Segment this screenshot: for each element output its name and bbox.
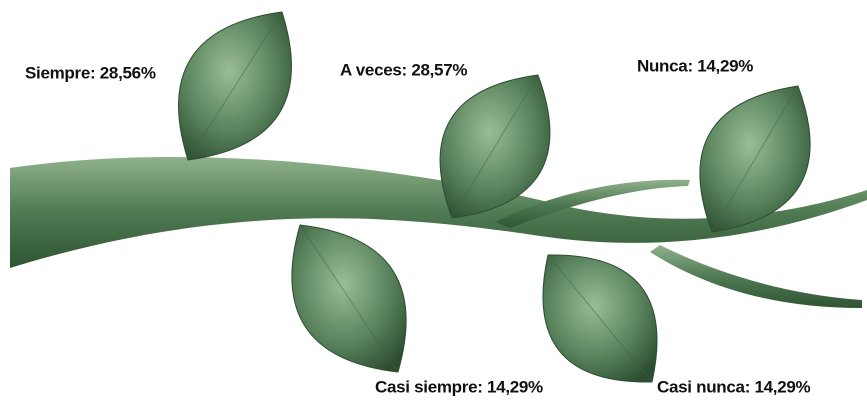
- leaf-label: Casi nunca: 14,29%: [657, 377, 811, 396]
- leaf-label: Siempre: 28,56%: [25, 63, 156, 82]
- branch: [10, 156, 867, 308]
- labels: Siempre: 28,56% A veces: 28,57% Nunca: 14,…: [25, 56, 811, 396]
- leaf-label: Nunca: 14,29%: [637, 56, 753, 75]
- leaf-vein: [299, 224, 399, 373]
- leaf-label: A veces: 28,57%: [340, 60, 467, 79]
- leaf-vein: [711, 85, 799, 233]
- leaf-vein: [451, 74, 539, 219]
- leaf-vein: [187, 11, 283, 161]
- leaf-vein: [547, 254, 653, 383]
- leaves: [178, 11, 811, 383]
- leaf-label: Casi siempre: 14,29%: [375, 377, 543, 396]
